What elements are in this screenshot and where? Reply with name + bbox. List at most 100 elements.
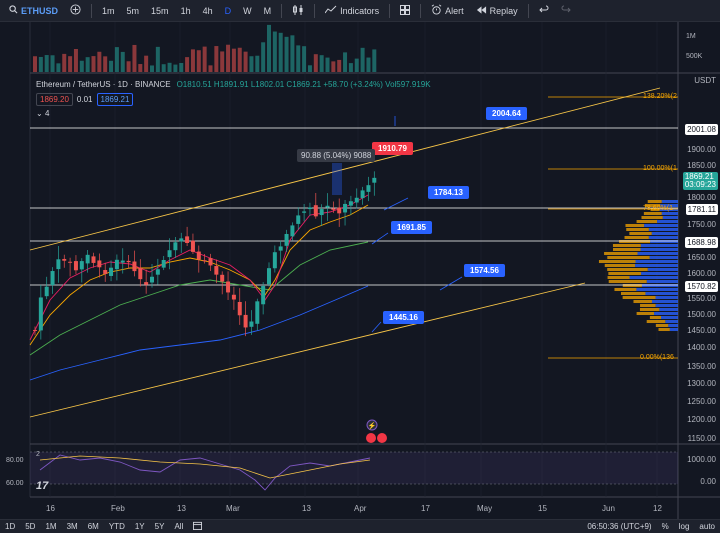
axis-tick: 1550.00	[687, 294, 716, 303]
candle-body	[296, 215, 301, 224]
price-label-1910[interactable]: 1910.79	[372, 142, 413, 155]
indicators-label: Indicators	[340, 5, 380, 16]
profile-bar-down	[662, 216, 678, 219]
interval-1h[interactable]: 1h	[180, 5, 191, 16]
log-toggle[interactable]: log	[678, 522, 690, 531]
symbol-search[interactable]: ETHUSD	[4, 2, 63, 20]
volume-bar	[208, 65, 213, 72]
current-price: 1869.21	[684, 172, 714, 181]
redo-button[interactable]	[556, 2, 576, 20]
profile-bar-down	[661, 200, 678, 203]
candle-body	[179, 238, 184, 242]
trade-box: 1869.20 0.01 1869.21	[36, 93, 134, 106]
chart-type-button[interactable]	[287, 2, 309, 20]
candle-body	[348, 201, 353, 206]
volume-bar	[354, 58, 359, 72]
price-label-1574[interactable]: 1574.56	[464, 264, 505, 277]
measure-range[interactable]	[332, 163, 342, 195]
volume-bars	[33, 24, 377, 73]
volume-axis-500k: 500K	[686, 53, 703, 60]
range-1m[interactable]: 1M	[45, 522, 57, 531]
interval-d[interactable]: D	[224, 5, 232, 16]
price-label-1691[interactable]: 1691.85	[391, 221, 432, 234]
interval-1m[interactable]: 1m	[102, 5, 115, 16]
profile-bar-up	[622, 284, 642, 287]
profile-bar-down	[635, 260, 678, 263]
buy-button[interactable]: 1869.21	[96, 93, 134, 106]
axis-tick: 1300.00	[687, 379, 716, 388]
interval-15m[interactable]: 15m	[151, 5, 169, 16]
interval-m[interactable]: M	[263, 5, 272, 16]
indicators-button[interactable]: Indicators	[320, 2, 384, 20]
profile-bar-up	[641, 216, 663, 219]
us-flag-icon[interactable]	[377, 433, 387, 443]
layouts-button[interactable]	[395, 2, 415, 20]
candle-body	[185, 236, 190, 244]
fib-label-138: 138.20%(2	[643, 93, 677, 100]
profile-bar-up	[639, 308, 660, 311]
interval-w[interactable]: W	[243, 5, 252, 16]
range-ytd[interactable]: YTD	[108, 522, 125, 531]
auto-toggle[interactable]: auto	[699, 522, 715, 531]
spread-value: 0.01	[76, 95, 93, 104]
axis-tick: 1850.00	[687, 161, 716, 170]
profile-bar-up	[608, 272, 642, 275]
lightning-icon[interactable]	[366, 419, 378, 431]
candle-body	[62, 258, 67, 261]
undo-button[interactable]	[534, 2, 554, 20]
rsi-level-a: 80.00	[6, 457, 24, 464]
date-label: 15	[538, 504, 547, 513]
search-icon	[9, 5, 18, 16]
replay-button[interactable]: Replay	[471, 2, 523, 20]
range-all[interactable]: All	[174, 522, 184, 531]
interval-4h[interactable]: 4h	[202, 5, 213, 16]
profile-bar-down	[655, 296, 678, 299]
interval-5m[interactable]: 5m	[126, 5, 140, 16]
volume-bar	[38, 56, 43, 72]
volume-bar	[307, 65, 312, 72]
us-flag-icon[interactable]	[366, 433, 376, 443]
volume-bar	[255, 55, 260, 72]
range-1d[interactable]: 1D	[5, 522, 16, 531]
profile-bar-up	[624, 236, 649, 239]
range-5y[interactable]: 5Y	[154, 522, 165, 531]
candle-body	[50, 271, 55, 286]
percent-toggle[interactable]: %	[661, 522, 669, 531]
volume-bar	[360, 47, 365, 72]
currency-label[interactable]: USDT	[694, 76, 716, 85]
profile-bar-up	[640, 304, 656, 307]
date-range-icon[interactable]	[188, 521, 207, 532]
timezone-clock[interactable]: 06:50:36 (UTC+9)	[587, 522, 652, 531]
axis-tick: 1450.00	[687, 326, 716, 335]
price-label-2004[interactable]: 2004.64	[486, 107, 527, 120]
price-label-1784[interactable]: 1784.13	[428, 186, 469, 199]
price-label-1445[interactable]: 1445.16	[383, 311, 424, 324]
profile-bar-up	[612, 244, 641, 247]
axis-tick: 1800.00	[687, 193, 716, 202]
profile-bar-down	[657, 220, 678, 223]
range-6m[interactable]: 6M	[87, 522, 99, 531]
profile-bar-down	[669, 328, 678, 331]
profile-bar-down	[650, 240, 678, 243]
volume-bar	[85, 57, 90, 72]
range-3m[interactable]: 3M	[66, 522, 78, 531]
volume-bar	[296, 45, 301, 72]
indicators-toggle[interactable]: ⌄ 4	[36, 109, 49, 118]
alert-button[interactable]: Alert	[426, 2, 469, 20]
sell-button[interactable]: 1869.20	[36, 93, 73, 106]
compare-symbol-button[interactable]	[65, 2, 86, 20]
volume-bar	[73, 48, 78, 72]
rsi-header[interactable]: 2	[36, 451, 40, 458]
replay-icon	[476, 5, 487, 17]
range-5d[interactable]: 5D	[25, 522, 36, 531]
volume-bar	[319, 55, 324, 72]
profile-bar-down	[635, 264, 678, 267]
candle-body	[132, 261, 137, 272]
volume-bar	[150, 65, 154, 72]
tradingview-logo[interactable]: 17	[36, 480, 49, 492]
legend-title[interactable]: Ethereum / TetherUS · 1D · BINANCE	[36, 80, 171, 89]
price-chart[interactable]: ⚡	[0, 22, 720, 519]
volume-bar	[267, 24, 271, 72]
volume-bar	[272, 31, 277, 73]
range-1y[interactable]: 1Y	[134, 522, 145, 531]
